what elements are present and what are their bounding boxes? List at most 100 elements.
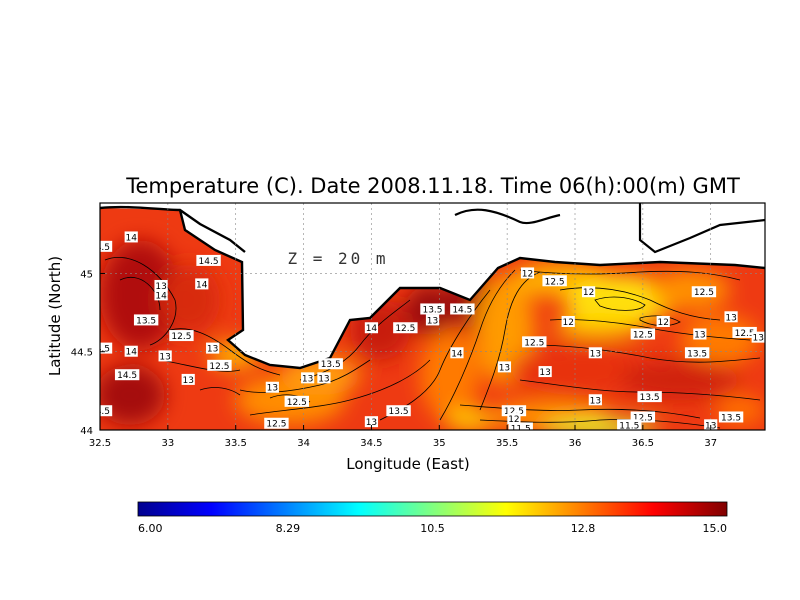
contour-label: 13 (538, 366, 552, 378)
contour-label-text: 12.5 (287, 398, 307, 408)
chart-title: Temperature (C). Date 2008.11.18. Time 0… (125, 174, 740, 198)
contour-label-box (704, 419, 718, 430)
contour-label-box (154, 289, 168, 301)
contour-label: 13 (588, 394, 602, 406)
contour-label-box (450, 303, 475, 315)
contour-label: 14 (124, 231, 138, 243)
depth-annotation: Z = 20 m (287, 249, 388, 268)
contour-label: 13 (158, 350, 172, 362)
contour-label: 14 (195, 278, 209, 290)
contour-label-text: 12.5 (209, 362, 229, 372)
contour-label-text: 13 (752, 334, 763, 344)
contour-label: 12.5 (393, 322, 418, 334)
contour-label-text: 14 (125, 348, 137, 358)
contour-label-text: 14 (366, 324, 378, 334)
y-tick-label: 44.5 (71, 348, 93, 359)
contour-label-text: 14 (155, 291, 167, 301)
contour-label: 12.5 (630, 328, 656, 341)
contour-label-box (520, 267, 535, 279)
contour-label-box (724, 311, 738, 323)
contour-label: 13 (206, 342, 220, 355)
contour-label-text: 14.5 (90, 243, 110, 253)
contour-label: 13 (693, 328, 707, 341)
contour-label-text: 13 (725, 313, 736, 323)
contour-label: 13.5 (637, 391, 662, 403)
x-axis: 32.5 33 33.5 34 34.5 35 35.5 36 36.5 37 (89, 425, 717, 449)
contour-label-box (124, 231, 138, 243)
contour-label-box (508, 422, 533, 430)
contour-label-box (522, 336, 547, 348)
contour-label-text: 12.5 (524, 338, 544, 348)
colorbar-tick-label: 12.8 (571, 522, 596, 535)
contour-label: 14.5 (90, 240, 113, 253)
contour-label: 13 (317, 372, 331, 384)
contour-label-text: 13.5 (721, 413, 741, 423)
contour-label-text: 14 (196, 280, 208, 290)
contour-label-box (542, 275, 567, 287)
contour-label: 13 (588, 347, 602, 359)
contour-label: 14 (154, 289, 168, 301)
contour-label-text: 14 (125, 233, 137, 243)
contour-label: 11.5 (508, 422, 533, 430)
kerch-strait-coast (638, 203, 765, 254)
contour-label: 12 (656, 315, 670, 328)
x-axis-label: Longitude (East) (346, 455, 469, 473)
contour-label: 13.5 (318, 358, 343, 370)
contour-label-text: 14.5 (452, 305, 472, 315)
contour-label-box (637, 391, 662, 403)
contour-label-box (207, 359, 232, 371)
contour-label: 13 (154, 279, 168, 292)
contour-label-text: 13.5 (422, 305, 442, 315)
contour-label-box (364, 416, 379, 428)
y-axis: 44 44.5 45 (71, 269, 105, 437)
plot-frame (99, 202, 766, 431)
contour-label-box (718, 411, 744, 423)
contour-label-text: 13 (159, 352, 170, 362)
x-tick-label: 36 (569, 438, 582, 449)
land (100, 203, 765, 370)
x-tick-label: 33 (161, 438, 174, 449)
contour-label-text: 13 (267, 384, 278, 394)
contour-label: 12.5 (691, 286, 717, 298)
y-tick-label: 44 (80, 426, 93, 437)
contour-label: 13 (751, 331, 765, 344)
contour-label: 14.5 (90, 342, 113, 355)
contour-label-box (169, 330, 194, 342)
contour-label-box (196, 254, 221, 266)
contour-label-box (114, 369, 140, 381)
contour-label-box (301, 372, 315, 384)
contour-label: 12.5 (630, 411, 656, 423)
contour-label-text: 12 (562, 318, 573, 328)
x-tick-label: 34.5 (360, 438, 382, 449)
contour-label-text: 13 (539, 368, 550, 378)
contour-label-text: 13 (207, 345, 218, 355)
contour-label-box (538, 366, 552, 378)
contour-label-box (154, 279, 168, 291)
x-tick-label: 34 (297, 438, 310, 449)
contour-label-box (284, 395, 309, 407)
contour-label-text: 14.5 (199, 257, 219, 267)
contour-label-text: 13 (590, 349, 601, 359)
contour-label-text: 13 (182, 376, 193, 386)
contour-label-box (732, 326, 757, 338)
contour-label: 12.5 (732, 326, 757, 339)
contour-label-text: 12 (583, 288, 594, 298)
contour-label: 14.5 (100, 405, 113, 417)
contour-label-text: 13 (499, 363, 510, 373)
contour-label-text: 12.5 (395, 324, 415, 334)
contour-label-box (588, 347, 602, 359)
contour-label-box (206, 342, 220, 354)
colorbar-gradient (137, 501, 728, 517)
contour-label: 13.5 (718, 411, 744, 423)
contour-label-text: 12.5 (266, 420, 286, 430)
contour-label-box (507, 413, 521, 425)
contour-label-box (684, 347, 710, 359)
contour-label-box (420, 303, 445, 315)
x-tick-label: 32.5 (89, 438, 111, 449)
contour-label: 13 (265, 381, 279, 394)
contour-label-text: 11.5 (619, 421, 639, 431)
contour-label-text: 14.5 (90, 345, 110, 355)
contour-label: 13 (497, 361, 512, 373)
contour-label: 12.5 (522, 336, 547, 348)
